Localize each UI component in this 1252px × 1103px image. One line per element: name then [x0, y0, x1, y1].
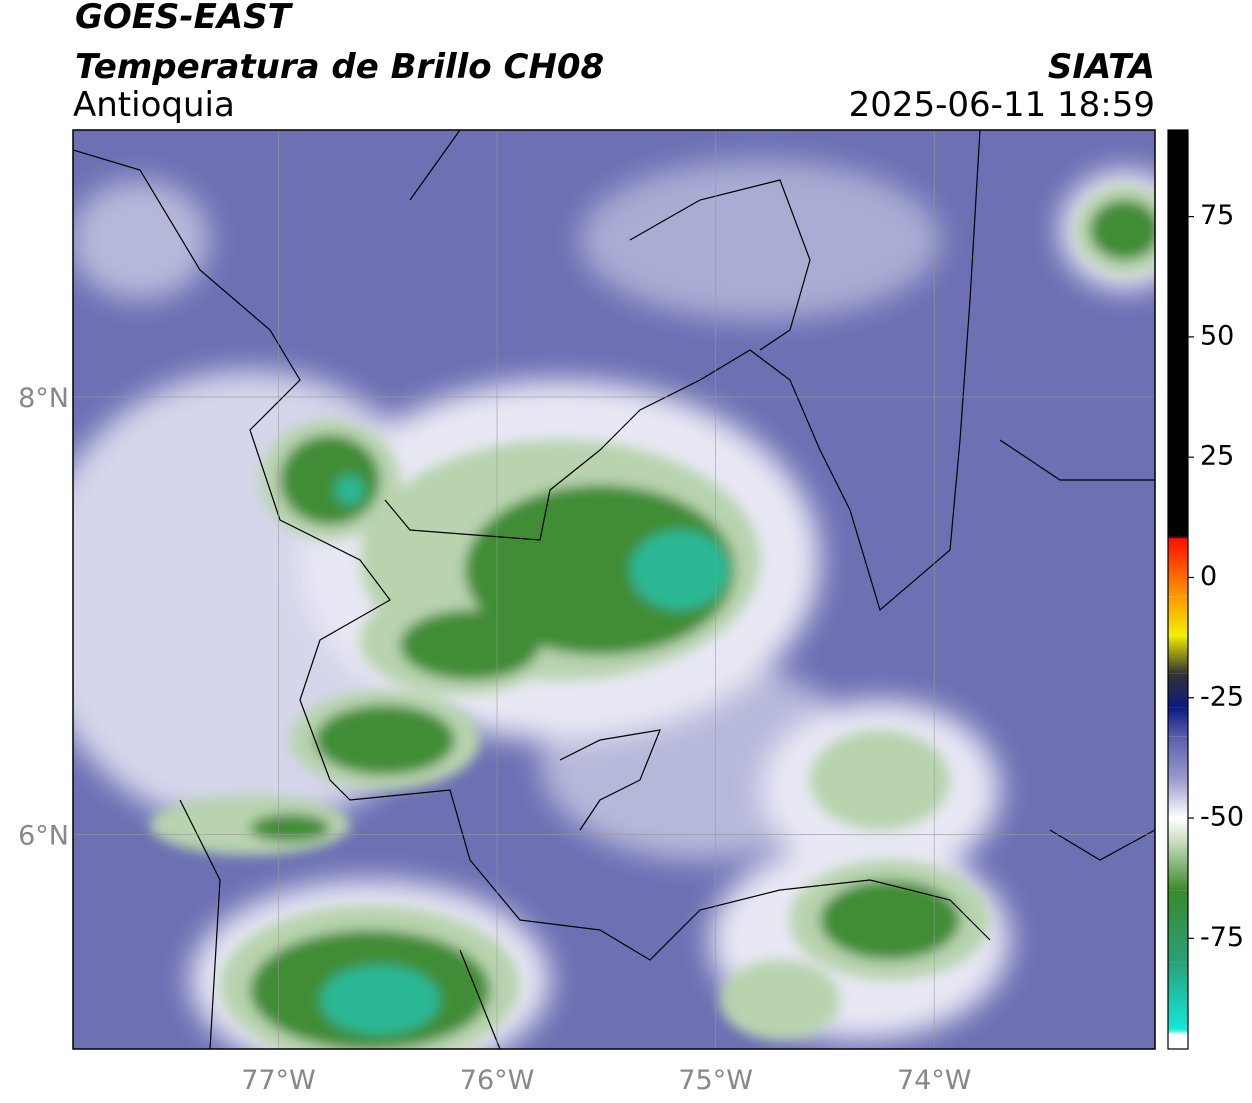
colorbar-segment [1168, 707, 1188, 737]
colorbar-frame [1167, 129, 1189, 1050]
x-tick-label: 74°W [897, 1065, 972, 1096]
colorbar-segment [1168, 1034, 1188, 1049]
colorbar-tick-label: 50 [1200, 320, 1234, 351]
colorbar-segment [1168, 779, 1188, 819]
colorbar-segment [1168, 962, 1188, 1030]
title: GOES-EAST [75, 0, 294, 37]
colorbar-segment [1168, 538, 1188, 597]
colorbar-tick-label: 75 [1200, 200, 1234, 231]
colorbar-segment [1168, 1029, 1188, 1035]
colorbar-tick-label: 25 [1200, 441, 1234, 472]
map-frame [72, 129, 1156, 1050]
region: Antioquia [73, 85, 235, 125]
x-tick-label: 75°W [678, 1065, 753, 1096]
colorbar-segment [1168, 736, 1188, 780]
colorbar-segment [1168, 536, 1188, 539]
x-tick-label: 76°W [460, 1065, 535, 1096]
colorbar-segment [1168, 130, 1188, 537]
subtitle: Temperatura de Brillo CH08 [75, 47, 604, 87]
y-tick-label: 6°N [18, 821, 69, 852]
source: SIATA [1048, 47, 1155, 87]
colorbar-tick-label: -25 [1200, 681, 1244, 712]
y-tick-label: 8°N [18, 383, 69, 414]
colorbar-segment [1168, 818, 1188, 843]
colorbar-segment [1168, 890, 1188, 963]
colorbar-segment [1168, 635, 1188, 674]
colorbar-tick-label: -75 [1200, 922, 1244, 953]
colorbar-segment [1168, 596, 1188, 636]
colorbar-tick-label: -50 [1200, 802, 1244, 833]
colorbar-segment [1168, 673, 1188, 708]
colorbar-segment [1168, 842, 1188, 891]
datetime: 2025-06-11 18:59 [849, 85, 1155, 125]
x-tick-label: 77°W [241, 1065, 316, 1096]
satellite-field [73, 130, 1155, 1049]
colorbar-tick-label: 0 [1200, 561, 1217, 592]
